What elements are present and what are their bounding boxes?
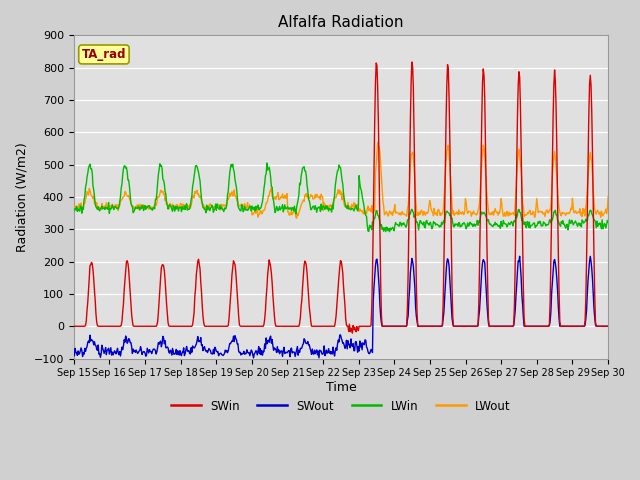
Legend: SWin, SWout, LWin, LWout: SWin, SWout, LWin, LWout xyxy=(166,395,515,417)
Text: TA_rad: TA_rad xyxy=(82,48,126,61)
Y-axis label: Radiation (W/m2): Radiation (W/m2) xyxy=(15,142,28,252)
Title: Alfalfa Radiation: Alfalfa Radiation xyxy=(278,15,404,30)
X-axis label: Time: Time xyxy=(326,381,356,394)
